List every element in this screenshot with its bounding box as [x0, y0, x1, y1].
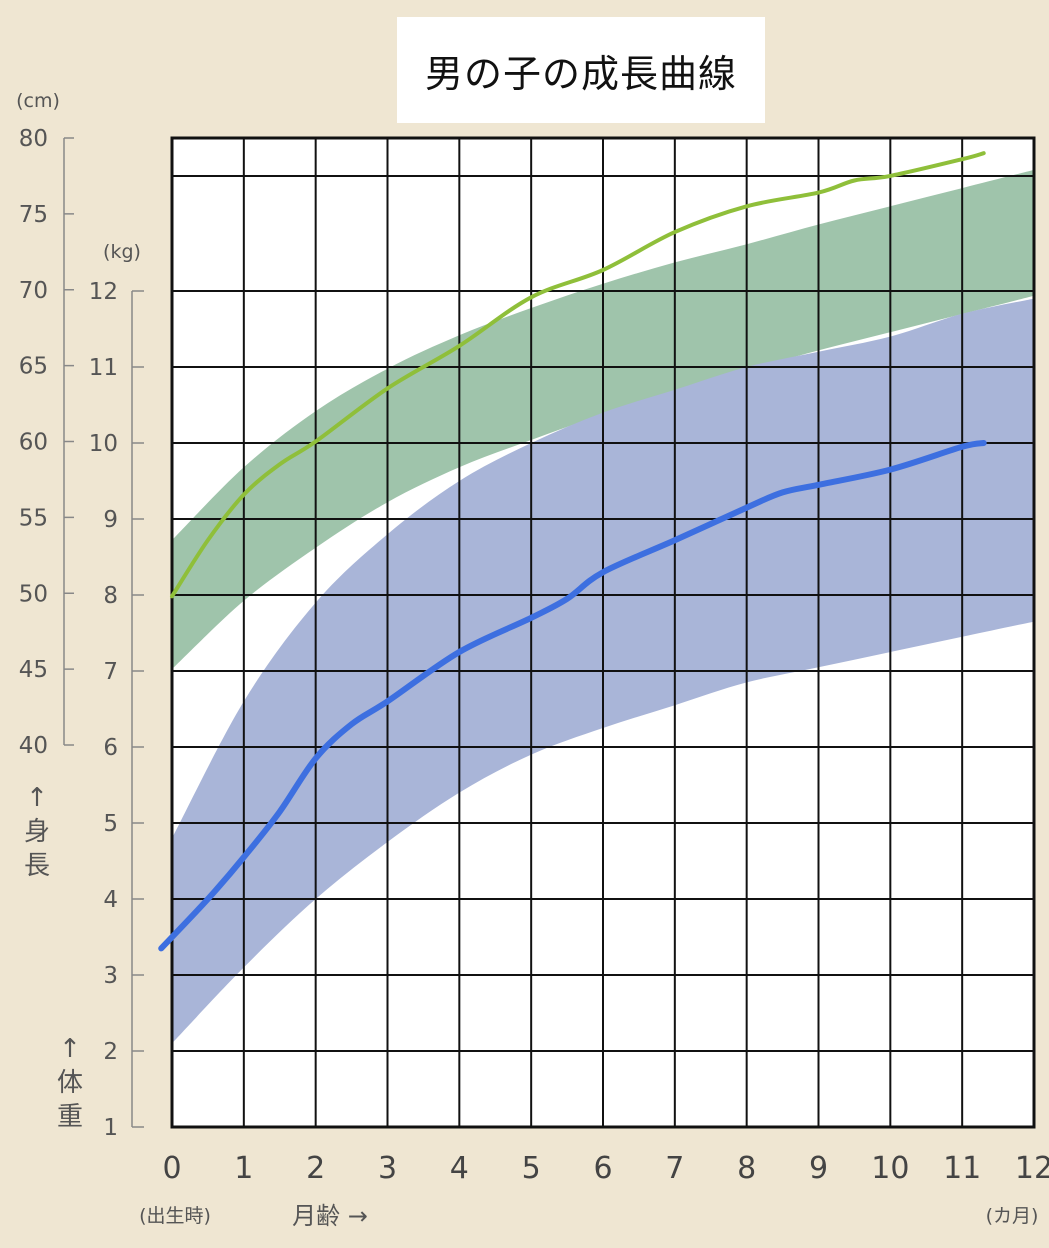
- x-tick-label: 5: [522, 1151, 541, 1186]
- weight-tick-label: 11: [89, 355, 118, 381]
- weight-tick-label: 5: [103, 811, 118, 837]
- weight-tick-label: 7: [103, 659, 118, 685]
- x-tick-label: 2: [306, 1151, 325, 1186]
- series-lines: [158, 151, 987, 952]
- weight-tick-label: 8: [103, 583, 118, 609]
- x-tick-label: 12: [1015, 1151, 1049, 1186]
- height-tick-label: 45: [19, 657, 48, 683]
- height-tick-label: 75: [19, 202, 48, 228]
- x-tick-label: 11: [943, 1151, 981, 1186]
- weight-tick-label: 9: [103, 507, 118, 533]
- axes: [63, 137, 144, 1128]
- plot-frame: [170, 136, 1036, 1129]
- height-axis-title: ↑身長: [24, 783, 50, 881]
- x-tick-label: 7: [665, 1151, 684, 1186]
- height-tick-label: 70: [19, 278, 48, 304]
- axis-labels: 807570656055504540(cm)121110987654321(kg…: [16, 90, 1049, 1230]
- weight-tick-label: 10: [89, 431, 118, 457]
- x-tick-label: 1: [234, 1151, 253, 1186]
- weight-tick-label: 6: [103, 735, 118, 761]
- height-series-line: [170, 151, 986, 599]
- x-tick-label: 6: [593, 1151, 612, 1186]
- height-tick-label: 50: [19, 581, 48, 607]
- x-tick-label: 3: [378, 1151, 397, 1186]
- x-tick-label: 0: [162, 1151, 181, 1186]
- weight-series-line: [158, 440, 987, 952]
- weight-tick-label: 12: [89, 279, 118, 305]
- weight-tick-label: 1: [103, 1115, 118, 1141]
- height-tick-label: 65: [19, 354, 48, 380]
- x-unit-label: (カ月): [986, 1205, 1039, 1227]
- height-tick-label: 40: [19, 733, 48, 759]
- x-tick-label: 10: [871, 1151, 909, 1186]
- x-axis-title: 月齢 →: [292, 1202, 368, 1230]
- x-tick-label: 4: [450, 1151, 469, 1186]
- grid-lines: [170, 136, 1036, 1129]
- x-birth-label: (出生時): [139, 1205, 211, 1227]
- height-unit-label: (cm): [16, 90, 60, 112]
- x-tick-label: 8: [737, 1151, 756, 1186]
- weight-unit-label: (kg): [103, 241, 141, 263]
- weight-axis-title: ↑体重: [57, 1034, 83, 1132]
- height-tick-label: 80: [19, 126, 48, 152]
- weight-tick-label: 4: [103, 887, 118, 913]
- chart-title: 男の子の成長曲線: [397, 17, 765, 123]
- height-tick-label: 60: [19, 430, 48, 456]
- height-tick-label: 55: [19, 505, 48, 531]
- x-tick-label: 9: [809, 1151, 828, 1186]
- weight-tick-label: 3: [103, 963, 118, 989]
- weight-tick-label: 2: [103, 1039, 118, 1065]
